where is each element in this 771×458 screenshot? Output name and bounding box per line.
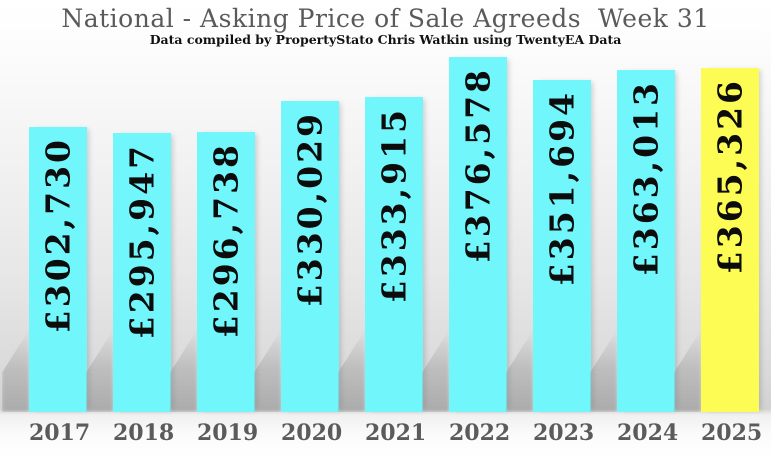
bar-column-2022: £376,578 [422,57,507,412]
bar-column-2017: £302,730 [2,127,87,412]
bar-floor-shadow [170,330,197,412]
bar-value-label: £330,029 [290,111,330,308]
bar-value-label: £333,915 [374,107,414,304]
bar-column-2020: £330,029 [254,101,339,412]
bar-2022: £376,578 [449,57,507,412]
x-tick-2019: 2019 [197,420,259,446]
bar-floor-shadow [422,330,449,412]
x-tick-2017: 2017 [29,420,91,446]
bar-floor-shadow [86,330,113,412]
bar-floor-shadow [590,330,617,412]
bar-value-label: £351,694 [542,90,582,287]
bar-2020: £330,029 [281,101,339,412]
bar-value-label: £363,013 [626,80,666,277]
x-tick-2021: 2021 [365,420,427,446]
bar-floor-shadow [2,330,29,412]
x-tick-2020: 2020 [281,420,343,446]
plot-area: £302,730 £295,947 £296,738 £330,029 £333,915… [2,57,759,412]
chart-subtitle: Data compiled by PropertyStato Chris Wat… [149,32,622,47]
bar-floor-shadow [674,330,701,412]
bar-floor-shadow [338,330,365,412]
bar-2018: £295,947 [113,133,171,412]
bar-floor-shadow [254,330,281,412]
bar-2021: £333,915 [365,97,423,412]
x-tick-2018: 2018 [113,420,175,446]
x-tick-2024: 2024 [617,420,679,446]
bar-value-label: £365,326 [710,78,750,275]
bar-2024: £363,013 [617,70,675,412]
bar-column-2024: £363,013 [590,70,675,412]
bar-value-label: £295,947 [122,143,162,340]
bar-column-2018: £295,947 [86,133,171,412]
bar-value-label: £296,738 [206,142,246,339]
bar-column-2025: £365,326 [674,68,759,412]
bar-2023: £351,694 [533,80,591,412]
chart-title: National - Asking Price of Sale Agreeds … [61,4,710,33]
bar-value-label: £376,578 [458,67,498,264]
x-axis: 2017 2018 2019 2020 2021 2022 2023 2024 2025 [0,420,771,452]
bar-2017: £302,730 [29,127,87,412]
x-tick-2022: 2022 [449,420,511,446]
bar-column-2021: £333,915 [338,97,423,412]
x-tick-2023: 2023 [533,420,595,446]
x-tick-2025: 2025 [701,420,763,446]
bar-floor-shadow [506,330,533,412]
bar-column-2019: £296,738 [170,132,255,412]
bar-value-label: £302,730 [38,137,78,334]
bar-2025: £365,326 [701,68,759,412]
bar-column-2023: £351,694 [506,80,591,412]
bar-2019: £296,738 [197,132,255,412]
